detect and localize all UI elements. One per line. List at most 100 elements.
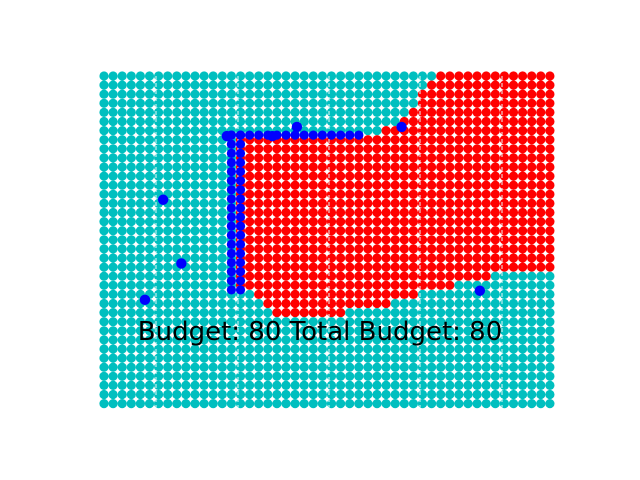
grid-cell [527, 380, 537, 390]
grid-cell [545, 235, 555, 245]
grid-cell [208, 326, 218, 336]
grid-cell [163, 335, 173, 345]
grid-cell [363, 335, 373, 345]
grid-cell [508, 126, 519, 136]
grid-cell [481, 89, 491, 99]
grid-cell [372, 153, 382, 163]
grid-cell [208, 262, 218, 272]
grid-cell [172, 308, 182, 318]
grid-cell [345, 317, 355, 327]
grid-cell [472, 98, 482, 108]
grid-cell [399, 317, 409, 327]
grid-cell [154, 144, 164, 154]
grid-cell [172, 107, 182, 117]
grid-cell [144, 389, 155, 400]
grid-cell [245, 280, 255, 290]
grid-cell [126, 399, 136, 409]
grid-cell [163, 162, 173, 172]
grid-cell [208, 371, 218, 381]
grid-cell [172, 135, 182, 145]
grid-cell [217, 389, 227, 400]
grid-cell [417, 144, 428, 154]
grid-cell [499, 162, 509, 172]
grid-cell [235, 89, 246, 99]
grid-cell [135, 380, 145, 390]
grid-cell [499, 189, 509, 199]
grid-cell [345, 107, 355, 117]
grid-cell [308, 253, 318, 263]
grid-cell [345, 180, 355, 190]
grid-cell [518, 380, 528, 390]
grid-cell [518, 353, 528, 363]
grid-cell [126, 308, 136, 318]
grid-cell [126, 335, 136, 345]
grid-cell [317, 80, 327, 90]
grid-cell [518, 153, 528, 163]
grid-cell [445, 116, 455, 127]
wall-agent [226, 194, 236, 204]
grid-cell [272, 153, 282, 163]
grid-cell [390, 399, 400, 409]
grid-cell [326, 80, 337, 90]
grid-cell [481, 189, 491, 199]
grid-cell [263, 235, 273, 245]
grid-cell [381, 89, 391, 99]
grid-cell [172, 335, 182, 345]
grid-cell [172, 362, 182, 372]
grid-cell [108, 189, 118, 199]
grid-cell [390, 244, 400, 254]
grid-cell [217, 162, 227, 172]
grid-cell [463, 317, 473, 327]
grid-cell [245, 107, 255, 117]
grid-cell [508, 71, 519, 81]
grid-cell [363, 298, 373, 309]
grid-cell [427, 144, 437, 154]
grid-cell [135, 80, 145, 90]
grid-cell [417, 226, 428, 236]
grid-cell [499, 399, 509, 409]
grid-cell [144, 262, 155, 272]
grid-cell [454, 344, 464, 354]
grid-cell [463, 371, 473, 381]
grid-cell [199, 371, 209, 381]
grid-cell [390, 298, 400, 309]
grid-cell [427, 280, 437, 290]
grid-cell [217, 298, 227, 309]
grid-cell [117, 262, 127, 272]
grid-cell [254, 217, 264, 227]
grid-cell [417, 298, 428, 309]
grid-cell [199, 308, 209, 318]
grid-cell [390, 80, 400, 90]
grid-cell [245, 326, 255, 336]
grid-cell [326, 198, 337, 208]
grid-cell [108, 253, 118, 263]
grid-cell [226, 71, 236, 81]
grid-cell [545, 389, 555, 400]
grid-cell [372, 189, 382, 199]
grid-cell [336, 116, 346, 127]
grid-cell [281, 107, 291, 117]
grid-cell [154, 235, 164, 245]
agent [396, 121, 407, 133]
grid-cell [272, 226, 282, 236]
grid-cell [345, 80, 355, 90]
grid-cell [508, 217, 519, 227]
grid-cell [217, 71, 227, 81]
grid-cell [463, 344, 473, 354]
grid-cell [290, 298, 300, 309]
grid-cell [235, 371, 246, 381]
grid-cell [272, 207, 282, 218]
grid-cell [317, 271, 327, 281]
grid-cell [163, 80, 173, 90]
grid-cell [308, 180, 318, 190]
grid-cell [281, 308, 291, 318]
grid-cell [363, 253, 373, 263]
grid-cell [299, 244, 309, 254]
grid-cell [290, 180, 300, 190]
wall-agent [235, 130, 246, 140]
grid-cell [481, 399, 491, 409]
grid-cell [490, 253, 500, 263]
grid-cell [299, 189, 309, 199]
grid-cell [326, 98, 337, 108]
